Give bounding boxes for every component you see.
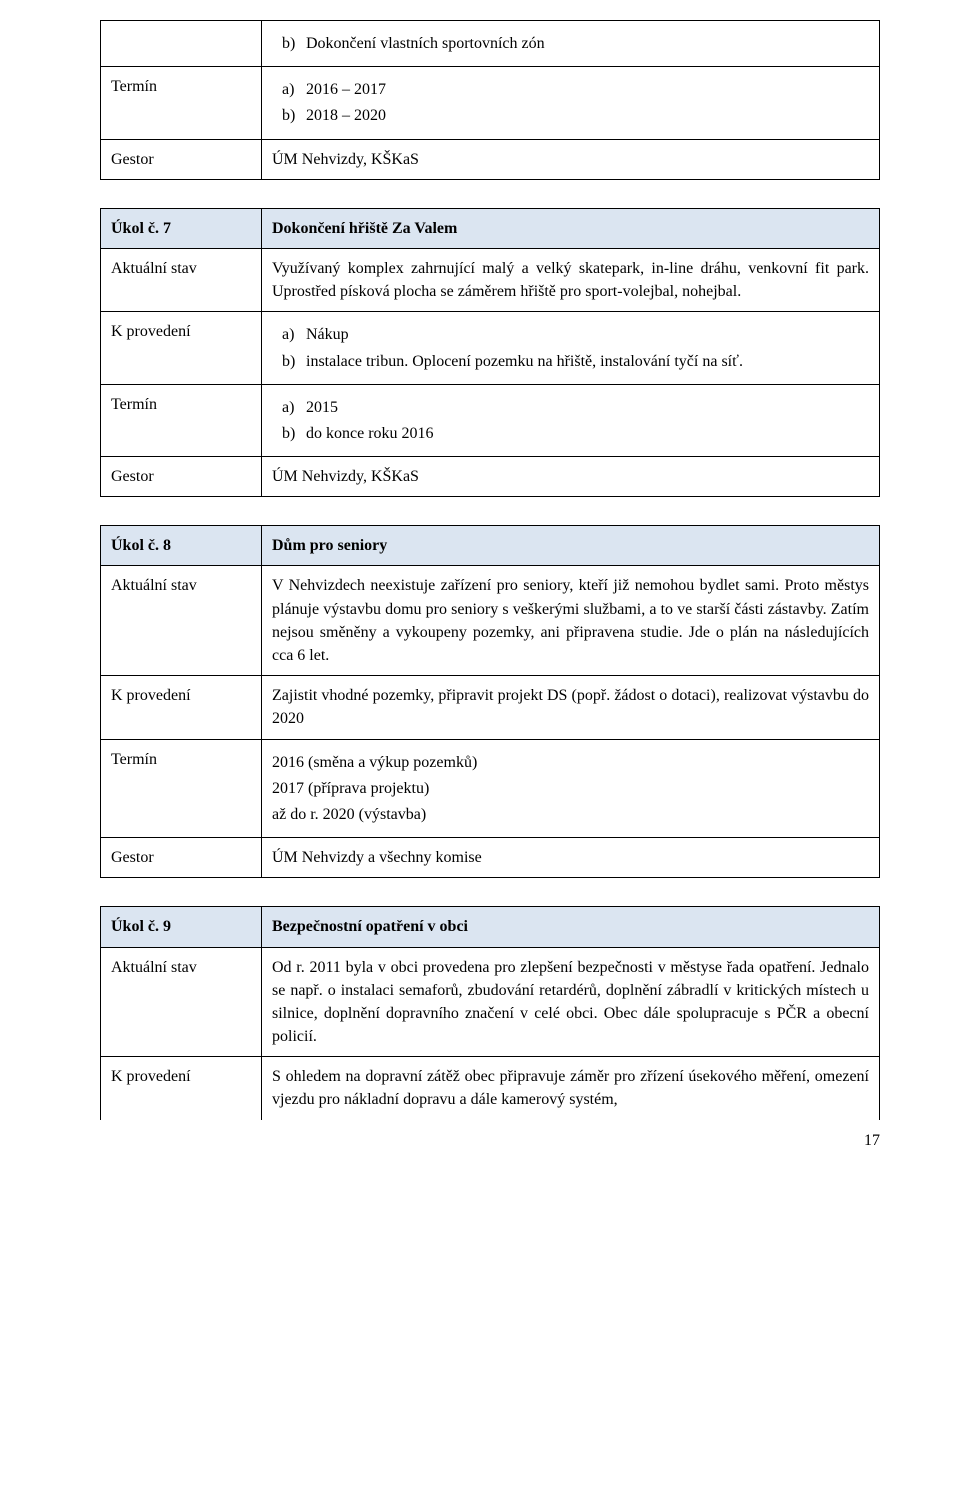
- cell-kprovedeni: a) Nákup b) instalace tribun. Oplocení p…: [262, 312, 880, 384]
- table-task-8: Úkol č. 8 Dům pro seniory Aktuální stav …: [100, 525, 880, 878]
- task-label: Úkol č. 7: [101, 208, 262, 248]
- label-gestor: Gestor: [101, 838, 262, 878]
- label-kprovedeni: K provedení: [101, 676, 262, 739]
- list-text: 2018 – 2020: [306, 107, 386, 124]
- task-title: Dům pro seniory: [262, 526, 880, 566]
- label-termin: Termín: [101, 67, 262, 139]
- task-label: Úkol č. 8: [101, 526, 262, 566]
- cell-kprovedeni: S ohledem na dopravní zátěž obec připrav…: [262, 1057, 880, 1120]
- cell-termin: 2016 (směna a výkup pozemků) 2017 (přípr…: [262, 739, 880, 838]
- task-label: Úkol č. 9: [101, 907, 262, 947]
- table-task-7: Úkol č. 7 Dokončení hřiště Za Valem Aktu…: [100, 208, 880, 498]
- termin-line: až do r. 2020 (výstavba): [272, 803, 869, 826]
- cell-termin: a) 2016 – 2017 b) 2018 – 2020: [262, 67, 880, 139]
- label-kprovedeni: K provedení: [101, 1057, 262, 1120]
- list-text: 2016 – 2017: [306, 81, 386, 98]
- list-marker: a): [282, 396, 294, 419]
- list-text: do konce roku 2016: [306, 425, 434, 442]
- list-marker: b): [282, 104, 295, 127]
- label-aktualni: Aktuální stav: [101, 248, 262, 311]
- cell-termin: a) 2015 b) do konce roku 2016: [262, 384, 880, 456]
- list-marker: b): [282, 422, 295, 445]
- list-marker: a): [282, 323, 294, 346]
- cell-aktualni: Využívaný komplex zahrnující malý a velk…: [262, 248, 880, 311]
- page-number: 17: [100, 1132, 880, 1150]
- label-gestor: Gestor: [101, 457, 262, 497]
- list-text: 2015: [306, 399, 338, 416]
- cell-gestor: ÚM Nehvizdy, KŠKaS: [262, 457, 880, 497]
- list-text: Dokončení vlastních sportovních zón: [306, 35, 545, 52]
- page: b) Dokončení vlastních sportovních zón T…: [0, 0, 960, 1180]
- list-marker: b): [282, 350, 295, 373]
- cell-top-b: b) Dokončení vlastních sportovních zón: [262, 21, 880, 67]
- list-text: Nákup: [306, 326, 349, 343]
- cell-gestor: ÚM Nehvizdy, KŠKaS: [262, 139, 880, 179]
- list-marker: a): [282, 78, 294, 101]
- label-gestor: Gestor: [101, 139, 262, 179]
- termin-line: 2017 (příprava projektu): [272, 777, 869, 800]
- table-task-9: Úkol č. 9 Bezpečnostní opatření v obci A…: [100, 906, 880, 1119]
- label-termin: Termín: [101, 384, 262, 456]
- list-marker: b): [282, 32, 295, 55]
- termin-line: 2016 (směna a výkup pozemků): [272, 751, 869, 774]
- label-aktualni: Aktuální stav: [101, 947, 262, 1057]
- cell-aktualni: V Nehvizdech neexistuje zařízení pro sen…: [262, 566, 880, 676]
- label-termin: Termín: [101, 739, 262, 838]
- cell-empty: [101, 21, 262, 67]
- cell-gestor: ÚM Nehvizdy a všechny komise: [262, 838, 880, 878]
- task-title: Dokončení hřiště Za Valem: [262, 208, 880, 248]
- label-aktualni: Aktuální stav: [101, 566, 262, 676]
- cell-kprovedeni: Zajistit vhodné pozemky, připravit proje…: [262, 676, 880, 739]
- label-kprovedeni: K provedení: [101, 312, 262, 384]
- cell-aktualni: Od r. 2011 byla v obci provedena pro zle…: [262, 947, 880, 1057]
- list-text: instalace tribun. Oplocení pozemku na hř…: [306, 353, 743, 370]
- table-top: b) Dokončení vlastních sportovních zón T…: [100, 20, 880, 180]
- task-title: Bezpečnostní opatření v obci: [262, 907, 880, 947]
